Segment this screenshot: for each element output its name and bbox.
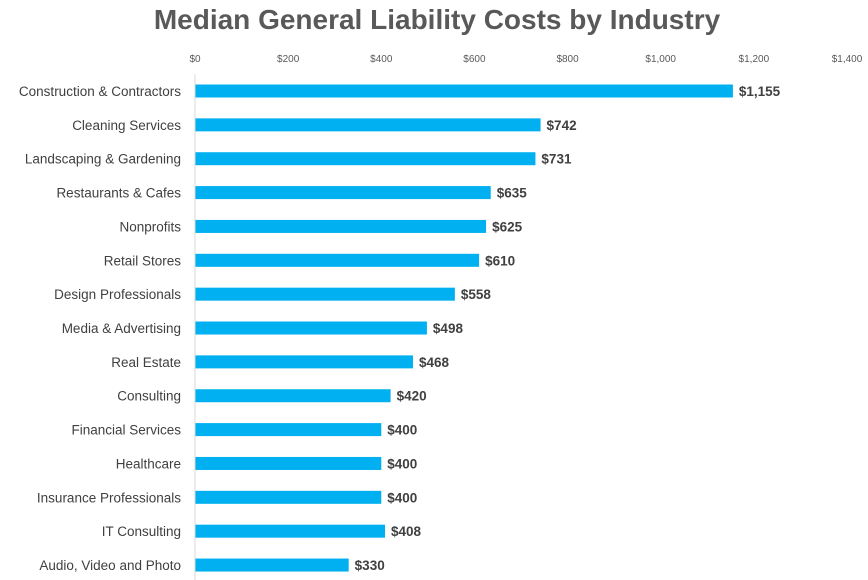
data-label: $625 <box>492 219 523 234</box>
chart-title: Median General Liability Costs by Indust… <box>153 4 721 35</box>
category-label: Insurance Professionals <box>37 490 181 505</box>
bar <box>195 456 382 470</box>
bar <box>195 558 349 572</box>
data-label: $400 <box>387 423 417 438</box>
x-tick-label: $200 <box>277 54 300 65</box>
x-tick-label: $400 <box>370 54 393 65</box>
data-label: $408 <box>391 524 422 539</box>
category-label: Healthcare <box>116 456 181 471</box>
bar <box>195 118 541 132</box>
bar <box>195 423 382 437</box>
category-label: IT Consulting <box>102 524 181 539</box>
x-axis-ticks: $0 $200 $400 $600 $800 $1,000 $1,200 $1,400 <box>189 54 862 65</box>
data-label: $731 <box>541 152 572 167</box>
category-label: Consulting <box>117 389 181 404</box>
bar <box>195 84 733 98</box>
category-label: Retail Stores <box>104 253 182 268</box>
data-label: $330 <box>355 558 385 573</box>
bar <box>195 186 491 200</box>
category-label: Design Professionals <box>54 287 181 302</box>
category-label: Media & Advertising <box>62 321 181 336</box>
category-label: Landscaping & Gardening <box>25 152 181 167</box>
category-label: Nonprofits <box>119 219 181 234</box>
x-tick-label: $0 <box>189 54 201 65</box>
category-label: Audio, Video and Photo <box>39 558 181 573</box>
bars <box>195 84 733 572</box>
bar <box>195 490 382 504</box>
bar <box>195 355 413 369</box>
data-labels: $1,155 $742 $731 $635 $625 $610 $558 $498 $468 $4… <box>355 84 781 573</box>
data-label: $400 <box>387 490 417 505</box>
x-tick-label: $1,400 <box>832 54 863 65</box>
category-labels: Construction & Contractors Cleaning Servi… <box>19 84 181 573</box>
category-label: Financial Services <box>71 423 181 438</box>
x-tick-label: $600 <box>463 54 486 65</box>
data-label: $468 <box>419 355 450 370</box>
bar <box>195 219 487 233</box>
data-label: $420 <box>397 389 427 404</box>
bar <box>195 287 455 301</box>
x-tick-label: $1,000 <box>645 54 676 65</box>
category-label: Construction & Contractors <box>19 84 181 99</box>
category-label: Cleaning Services <box>72 118 181 133</box>
bar <box>195 389 391 403</box>
data-label: $400 <box>387 456 417 471</box>
data-label: $635 <box>497 186 528 201</box>
bar <box>195 321 427 335</box>
bar <box>195 524 386 538</box>
data-label: $610 <box>485 253 515 268</box>
data-label: $742 <box>547 118 577 133</box>
category-label: Restaurants & Cafes <box>56 186 181 201</box>
data-label: $558 <box>461 287 492 302</box>
x-tick-label: $800 <box>556 54 579 65</box>
bar <box>195 152 536 166</box>
bar <box>195 253 480 267</box>
category-label: Real Estate <box>111 355 181 370</box>
x-tick-label: $1,200 <box>739 54 770 65</box>
data-label: $1,155 <box>739 84 781 99</box>
data-label: $498 <box>433 321 464 336</box>
